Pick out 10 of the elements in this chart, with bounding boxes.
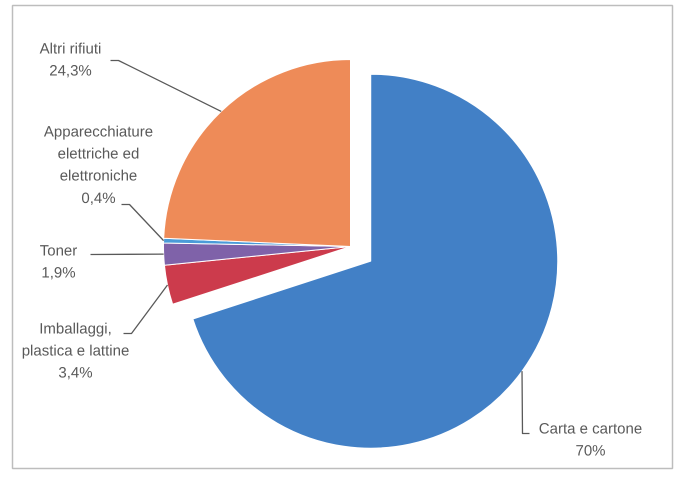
data-label: 24,3% xyxy=(49,62,92,80)
data-label: 3,4% xyxy=(58,364,93,382)
slice-label: Imballaggi, plastica e lattine xyxy=(22,320,130,360)
slice-label: Carta e cartone xyxy=(538,420,642,438)
data-label: 0,4% xyxy=(81,190,116,207)
slice-label: Altri rifiuti xyxy=(40,40,102,58)
slice-label: Toner xyxy=(40,242,78,260)
slice-label: Apparecchiature elettriche ed elettroniche xyxy=(44,124,154,185)
data-label: 70% xyxy=(575,442,606,460)
data-label: 1,9% xyxy=(41,264,76,282)
